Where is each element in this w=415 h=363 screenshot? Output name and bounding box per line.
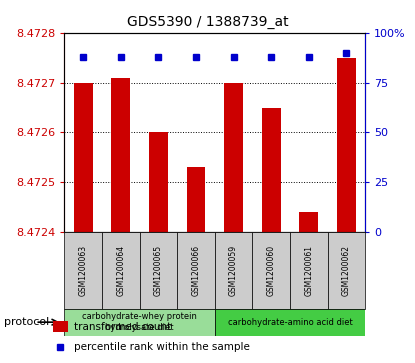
Text: GSM1200062: GSM1200062 [342, 245, 351, 296]
Text: GSM1200066: GSM1200066 [191, 245, 200, 296]
Text: GSM1200060: GSM1200060 [267, 245, 276, 296]
Bar [177, 232, 215, 309]
Text: transformed count: transformed count [74, 322, 171, 332]
Bar [149, 132, 168, 232]
Text: protocol: protocol [4, 317, 49, 327]
Bar [290, 232, 327, 309]
Text: GDS5390 / 1388739_at: GDS5390 / 1388739_at [127, 15, 288, 29]
Bar [337, 58, 356, 232]
Text: carbohydrate-whey protein
hydrolysate diet: carbohydrate-whey protein hydrolysate di… [82, 313, 197, 332]
Bar [224, 83, 243, 232]
Text: percentile rank within the sample: percentile rank within the sample [74, 342, 250, 352]
Bar [215, 232, 252, 309]
Bar [187, 167, 205, 232]
Bar [299, 212, 318, 232]
Bar [64, 309, 215, 336]
Text: GSM1200063: GSM1200063 [78, 245, 88, 296]
Bar [252, 232, 290, 309]
Bar [64, 232, 102, 309]
Bar [327, 232, 365, 309]
Bar [262, 107, 281, 232]
Text: GSM1200059: GSM1200059 [229, 245, 238, 296]
Bar [139, 232, 177, 309]
Bar [111, 78, 130, 232]
Bar [74, 83, 93, 232]
Text: GSM1200061: GSM1200061 [304, 245, 313, 296]
Text: GSM1200065: GSM1200065 [154, 245, 163, 296]
Bar [53, 321, 68, 332]
Text: GSM1200064: GSM1200064 [116, 245, 125, 296]
Bar [215, 309, 365, 336]
Text: carbohydrate-amino acid diet: carbohydrate-amino acid diet [227, 318, 352, 327]
Bar [102, 232, 139, 309]
